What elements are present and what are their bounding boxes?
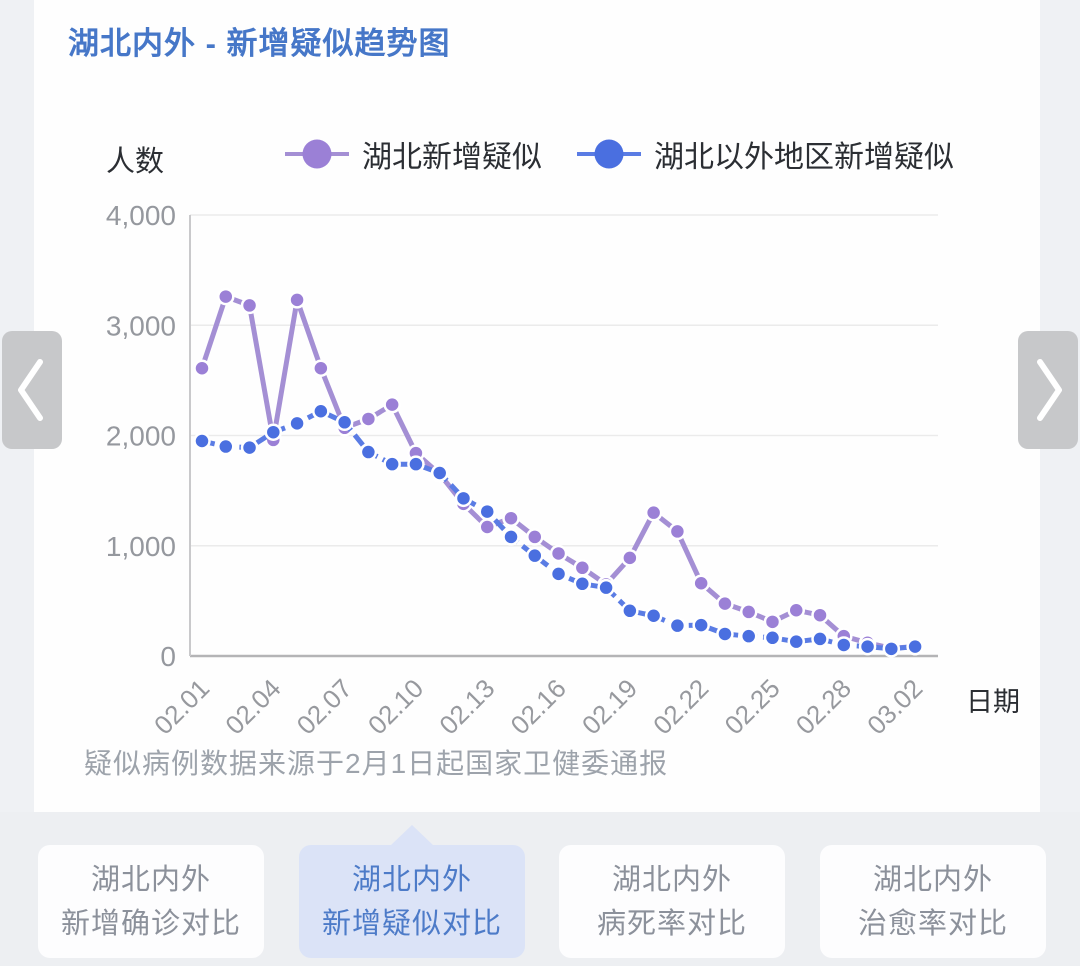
legend-label-hubei: 湖北新增疑似: [362, 141, 542, 174]
series-1: [193, 402, 924, 658]
svg-text:02.10: 02.10: [362, 673, 429, 740]
svg-text:03.02: 03.02: [861, 673, 928, 740]
legend-label-outside-hubei: 湖北以外地区新增疑似: [654, 141, 954, 174]
svg-text:02.22: 02.22: [647, 673, 714, 740]
next-chart-button[interactable]: [1018, 331, 1078, 449]
tab-label-line2: 新增疑似对比: [321, 907, 502, 940]
svg-text:02.16: 02.16: [505, 673, 572, 740]
y-axis-labels: 0 1,000 2,000 3,000 4,000: [106, 200, 176, 672]
svg-text:02.19: 02.19: [576, 673, 643, 740]
chart-card: [34, 0, 1040, 812]
series-0: [193, 287, 924, 658]
x-axis-labels: 02.01 02.04 02.07 02.10 02.13 02.16 02.19 02.22…: [148, 673, 928, 740]
svg-text:1,000: 1,000: [106, 531, 176, 562]
tab-fatality-rate-comparison[interactable]: 湖北内外 病死率对比: [559, 845, 785, 958]
tab-label-line2: 病死率对比: [596, 907, 747, 940]
tab-label-line1: 湖北内外: [351, 863, 472, 896]
chevron-left-icon: [18, 359, 43, 421]
svg-text:02.04: 02.04: [219, 673, 286, 740]
legend-item-outside-hubei: 湖北以外地区新增疑似: [576, 132, 954, 176]
chart-switcher-tabs: 湖北内外 新增确诊对比 湖北内外 新增疑似对比 湖北内外 病死率对比 湖北内外 …: [0, 812, 1080, 966]
legend-marker-outside-hubei-icon: [577, 139, 641, 169]
tab-label-line2: 新增确诊对比: [60, 907, 241, 940]
tab-new-confirmed-comparison[interactable]: 湖北内外 新增确诊对比: [38, 845, 264, 958]
svg-text:02.01: 02.01: [148, 673, 215, 740]
svg-text:3,000: 3,000: [106, 310, 176, 341]
tab-label-line1: 湖北内外: [611, 863, 732, 896]
svg-text:02.28: 02.28: [790, 673, 857, 740]
tab-label-line1: 湖北内外: [90, 863, 211, 896]
tab-new-suspected-comparison[interactable]: 湖北内外 新增疑似对比: [299, 825, 525, 958]
chart-source-note: 疑似病例数据来源于2月1日起国家卫健委通报: [84, 748, 669, 779]
active-tab-pointer-icon: [390, 825, 434, 846]
tab-cure-rate-comparison[interactable]: 湖北内外 治愈率对比: [820, 845, 1046, 958]
legend-marker-hubei-icon: [285, 139, 349, 169]
legend-item-hubei: 湖北新增疑似: [284, 132, 542, 176]
y-axis-unit-label: 人数: [106, 146, 165, 178]
tab-label-line1: 湖北内外: [872, 863, 993, 896]
chevron-right-icon: [1037, 359, 1062, 421]
x-axis-title: 日期: [966, 687, 1020, 717]
tab-label-line2: 治愈率对比: [857, 907, 1008, 940]
svg-text:02.25: 02.25: [718, 673, 785, 740]
svg-text:02.13: 02.13: [433, 673, 500, 740]
svg-text:2,000: 2,000: [106, 421, 176, 452]
svg-text:0: 0: [160, 641, 176, 672]
svg-text:4,000: 4,000: [106, 200, 176, 231]
prev-chart-button[interactable]: [2, 331, 62, 449]
chart-grid: [189, 214, 938, 658]
legend: 湖北新增疑似 湖北以外地区新增疑似: [284, 132, 954, 176]
page-title: 湖北内外 - 新增疑似趋势图: [68, 26, 451, 61]
svg-text:02.07: 02.07: [291, 673, 358, 740]
